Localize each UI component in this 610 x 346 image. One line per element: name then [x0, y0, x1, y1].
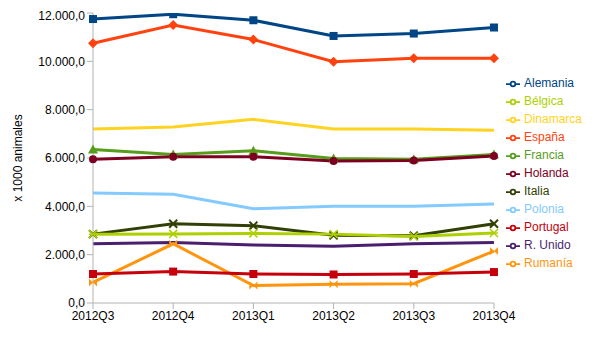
svg-text:2013Q3: 2013Q3	[392, 309, 435, 323]
html-text:Bélgica: Bélgica	[524, 94, 564, 108]
html-text:Holanda: Holanda	[524, 166, 569, 180]
html-text:Dinamarca: Dinamarca	[524, 112, 582, 126]
html-text:Polonia: Polonia	[524, 202, 564, 216]
html-text:Rumanía: Rumanía	[524, 256, 573, 270]
svg-text:0,0: 0,0	[68, 296, 85, 310]
svg-text:12.000,0: 12.000,0	[38, 9, 85, 23]
svg-text:8.000,0: 8.000,0	[45, 103, 85, 117]
html-text:R. Unido: R. Unido	[524, 238, 571, 252]
svg-text:2013Q2: 2013Q2	[312, 309, 355, 323]
svg-text:2013Q4: 2013Q4	[473, 309, 516, 323]
svg-text:4.000,0: 4.000,0	[45, 200, 85, 214]
svg-text:6.000,0: 6.000,0	[45, 151, 85, 165]
svg-text:x 1000 animales: x 1000 animales	[11, 114, 25, 201]
html-text:Francia: Francia	[524, 148, 564, 162]
svg-text:2012Q3: 2012Q3	[72, 309, 115, 323]
html-text:Alemania: Alemania	[524, 76, 574, 90]
html-text:Portugal: Portugal	[524, 220, 569, 234]
svg-text:2.000,0: 2.000,0	[45, 248, 85, 262]
svg-text:2013Q1: 2013Q1	[232, 309, 275, 323]
html-text:Italia: Italia	[524, 184, 550, 198]
svg-text:2012Q4: 2012Q4	[152, 309, 195, 323]
html-text:España: España	[524, 130, 565, 144]
svg-text:10.000,0: 10.000,0	[38, 55, 85, 69]
